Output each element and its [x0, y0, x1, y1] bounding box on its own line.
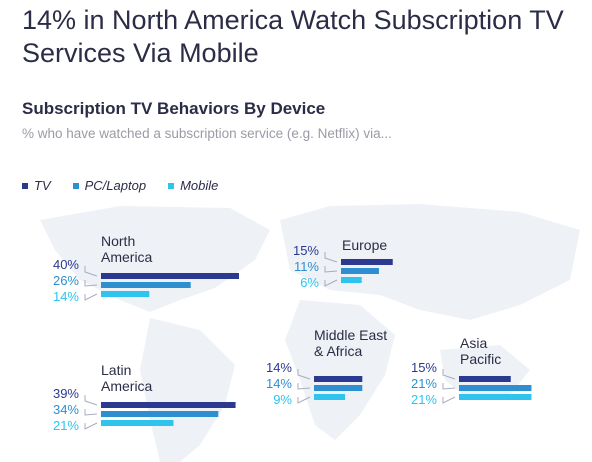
- bar-europe-pc-laptop: [341, 268, 379, 274]
- value-label-asia-pacific: 21%: [411, 392, 437, 407]
- value-label-asia-pacific: 21%: [411, 376, 437, 391]
- connector-line: [324, 252, 338, 263]
- bar-middle-east-africa-tv: [314, 376, 363, 382]
- value-label-europe: 11%: [294, 259, 319, 274]
- bar-latin-america-tv: [101, 402, 236, 408]
- legend-item-tv: TV: [22, 178, 51, 193]
- region-label-north-america: North: [101, 233, 135, 249]
- region-label-middle-east-africa: Middle East: [314, 327, 387, 343]
- connector-line: [84, 422, 98, 430]
- bar-asia-pacific-mobile: [459, 394, 532, 400]
- bar-middle-east-africa-pc-laptop: [314, 385, 363, 391]
- legend-label-tv: TV: [34, 178, 51, 193]
- value-label-latin-america: 39%: [53, 386, 79, 401]
- connector-line: [442, 383, 456, 390]
- legend-item-pc-laptop: PC/Laptop: [72, 178, 147, 193]
- legend-label-pc-laptop: PC/Laptop: [84, 178, 147, 193]
- region-label-latin-america: America: [101, 378, 153, 394]
- value-label-middle-east-africa: 9%: [273, 392, 292, 407]
- connector-line: [297, 396, 311, 404]
- value-label-middle-east-africa: 14%: [266, 360, 292, 375]
- bar-asia-pacific-tv: [459, 376, 511, 382]
- connector-line: [84, 293, 98, 301]
- connector-line: [84, 395, 98, 406]
- chart-caption: % who have watched a subscription servic…: [22, 126, 392, 141]
- value-label-latin-america: 21%: [53, 418, 79, 433]
- connector-line: [324, 266, 338, 273]
- connector-line: [84, 266, 98, 277]
- legend-swatch-tv: [22, 182, 28, 189]
- bar-asia-pacific-pc-laptop: [459, 385, 532, 391]
- value-label-north-america: 14%: [53, 289, 79, 304]
- bar-europe-tv: [341, 259, 393, 265]
- region-label-asia-pacific: Pacific: [460, 351, 501, 367]
- region-europe: Europe 15%11%6%: [293, 237, 393, 290]
- connector-line: [297, 369, 311, 380]
- legend: TV PC/Laptop Mobile: [22, 178, 218, 193]
- bar-north-america-mobile: [101, 291, 150, 297]
- legend-swatch-pc-laptop: [72, 182, 79, 189]
- connector-line: [324, 279, 338, 287]
- connector-line: [84, 409, 98, 416]
- connector-line: [84, 280, 98, 287]
- chart-title: 14% in North America Watch Subscription …: [22, 5, 564, 68]
- value-label-europe: 15%: [293, 243, 319, 258]
- value-label-north-america: 26%: [53, 273, 79, 288]
- connector-line: [297, 383, 311, 390]
- bar-middle-east-africa-mobile: [314, 394, 346, 400]
- region-label-europe: Europe: [342, 237, 387, 253]
- legend-item-mobile: Mobile: [168, 178, 218, 193]
- value-label-latin-america: 34%: [53, 402, 79, 417]
- bar-europe-mobile: [341, 277, 362, 283]
- legend-swatch-mobile: [168, 182, 175, 189]
- value-label-north-america: 40%: [53, 257, 79, 272]
- region-label-asia-pacific: Asia: [460, 335, 487, 351]
- bar-north-america-tv: [101, 273, 239, 279]
- legend-label-mobile: Mobile: [180, 178, 219, 193]
- region-label-latin-america: Latin: [101, 362, 131, 378]
- value-label-asia-pacific: 15%: [411, 360, 437, 375]
- connector-line: [442, 396, 456, 404]
- region-label-middle-east-africa: & Africa: [314, 343, 362, 359]
- region-label-north-america: America: [101, 249, 153, 265]
- value-label-europe: 6%: [300, 275, 319, 290]
- value-label-middle-east-africa: 14%: [266, 376, 292, 391]
- connector-line: [442, 369, 456, 380]
- chart-subtitle: Subscription TV Behaviors By Device: [22, 99, 326, 118]
- bar-latin-america-mobile: [101, 420, 174, 426]
- bar-latin-america-pc-laptop: [101, 411, 219, 417]
- bar-north-america-pc-laptop: [101, 282, 191, 288]
